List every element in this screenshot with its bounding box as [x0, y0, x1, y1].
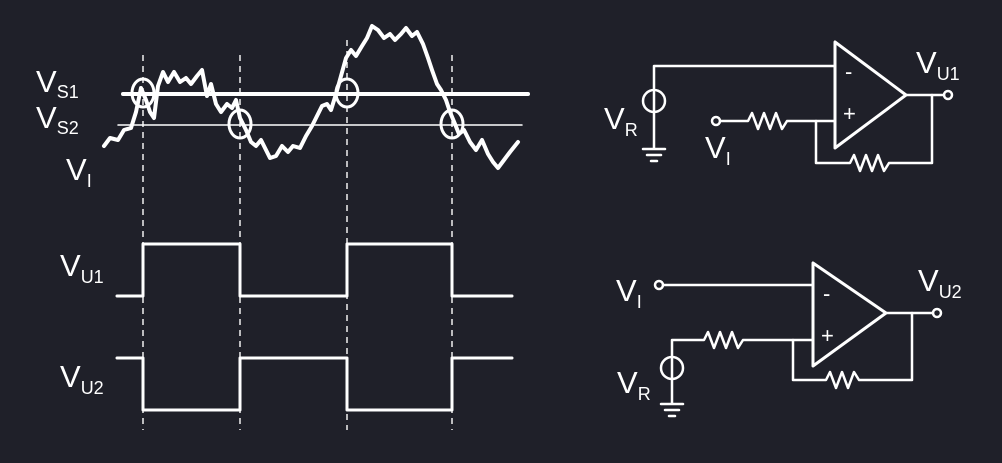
output-terminal-vu2 — [931, 307, 943, 319]
label-vi-2: VI — [616, 273, 642, 312]
label-vu1-circuit: VU1 — [916, 45, 960, 84]
crossing-marker-2 — [227, 108, 253, 140]
waveform-panel: VS1 VS2 VI VU1 VU2 — [36, 24, 530, 430]
crossing-marker-1 — [130, 77, 156, 109]
feedback-resistor-2 — [791, 311, 914, 390]
opamp-2 — [811, 261, 888, 368]
label-vi-1: VI — [705, 130, 731, 169]
opamp-2-plus: + — [821, 323, 834, 348]
timing-guides — [142, 40, 453, 430]
crossing-marker-3 — [334, 77, 360, 109]
wire-vr-to-minus-1 — [652, 64, 837, 92]
label-vu2-circuit: VU2 — [918, 263, 962, 302]
opamp-2-minus: - — [823, 281, 830, 306]
label-vr-1: VR — [604, 101, 638, 140]
input-signal-vi — [102, 24, 520, 170]
opamp-1-minus: - — [845, 59, 852, 84]
opamp-1-plus: + — [843, 101, 856, 126]
label-vi-waveform: VI — [66, 152, 92, 191]
input-resistor-1 — [718, 111, 837, 131]
crossing-marker-4 — [439, 108, 465, 140]
feedback-resistor-1 — [814, 93, 934, 173]
input-resistor-2 — [670, 330, 815, 359]
ground-icon-1 — [641, 147, 667, 163]
output-waveform-vu1 — [115, 242, 514, 298]
label-vs1: VS1 — [36, 64, 79, 102]
label-vu2-waveform: VU2 — [60, 359, 104, 398]
label-vs2: VS2 — [36, 100, 79, 138]
comparator-circuit-1: - + VR VI VU1 — [604, 40, 960, 173]
label-vu1-waveform: VU1 — [60, 248, 104, 287]
comparator-circuit-2: - + VI VR VU2 — [616, 261, 962, 418]
output-waveform-vu2 — [115, 356, 514, 412]
label-vr-2: VR — [617, 365, 651, 404]
ground-icon-2 — [659, 402, 685, 418]
output-terminal-vu1 — [942, 89, 954, 101]
opamp-1 — [833, 40, 908, 150]
